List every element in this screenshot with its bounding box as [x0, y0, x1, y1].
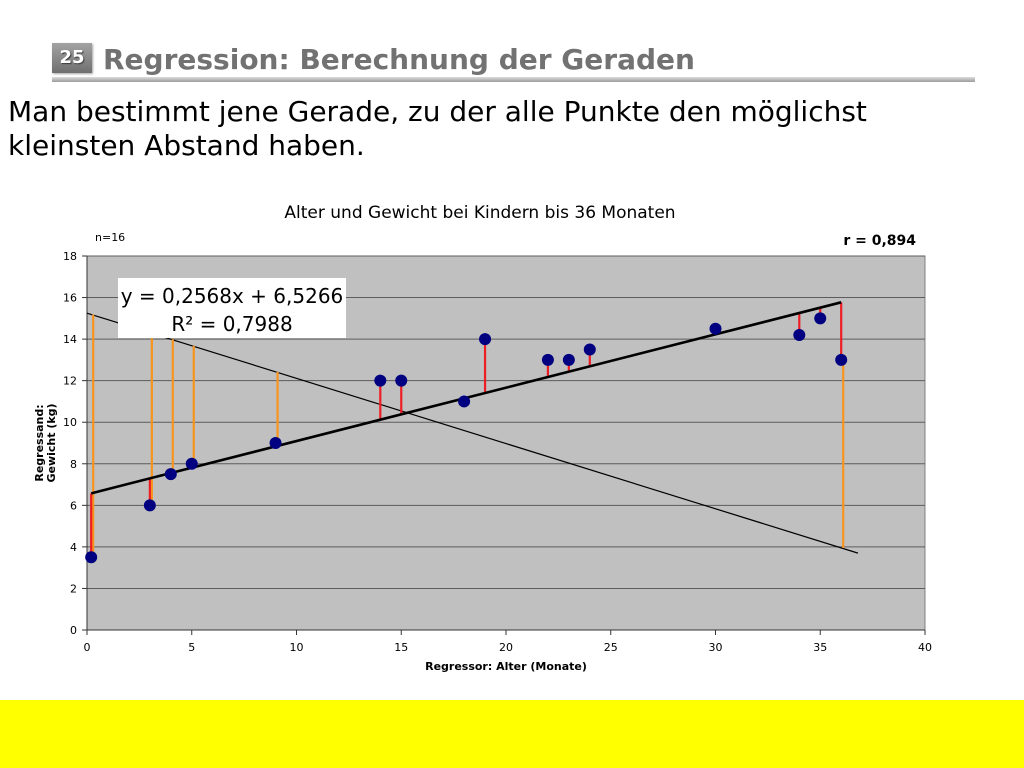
- data-point: [814, 312, 827, 325]
- data-point: [835, 353, 848, 366]
- x-tick-label: 25: [604, 641, 618, 654]
- title-divider: [52, 77, 975, 82]
- x-tick-label: 5: [188, 641, 195, 654]
- footer-band: [0, 700, 1024, 768]
- data-point: [458, 395, 471, 408]
- data-point: [793, 328, 806, 341]
- x-tick-label: 0: [84, 641, 91, 654]
- x-tick-label: 30: [709, 641, 723, 654]
- data-point: [85, 551, 98, 564]
- y-tick-label: 14: [63, 333, 77, 346]
- data-point: [395, 374, 408, 387]
- data-point: [164, 468, 177, 481]
- data-point: [374, 374, 387, 387]
- y-tick-label: 16: [63, 292, 77, 305]
- y-tick-label: 4: [70, 541, 77, 554]
- y-tick-label: 18: [63, 250, 77, 263]
- equation-box: [118, 278, 346, 338]
- data-point: [269, 437, 282, 449]
- y-tick-label: 2: [70, 582, 77, 595]
- axes: [82, 255, 926, 635]
- data-point: [541, 353, 554, 366]
- slide-number-badge: 25: [52, 43, 92, 73]
- correlation-label: r = 0,894: [843, 233, 916, 249]
- reference-lines: [86, 312, 859, 554]
- x-tick-label: 15: [394, 641, 408, 654]
- x-tick-label: 40: [918, 641, 932, 654]
- y-tick-label: 6: [70, 499, 77, 512]
- data-point: [583, 343, 596, 356]
- residual-lines: [90, 302, 845, 558]
- y-tick-label: 8: [70, 458, 77, 471]
- x-axis-title: Regressor: Alter (Monate): [425, 660, 587, 673]
- slide-title: Regression: Berechnung der Geraden: [103, 43, 695, 76]
- chart-title: Alter und Gewicht bei Kindern bis 36 Mon…: [284, 203, 675, 223]
- sample-size-label: n=16: [95, 231, 125, 244]
- trendline-equation: y = 0,2568x + 6,5266: [121, 284, 344, 308]
- x-tick-label: 35: [813, 641, 827, 654]
- data-point: [185, 457, 198, 470]
- data-point: [709, 322, 722, 335]
- y-tick-label: 10: [63, 416, 77, 429]
- data-point: [562, 353, 575, 366]
- y-axis-title-line-2: Gewicht (kg): [45, 403, 58, 482]
- data-points: [85, 312, 848, 564]
- data-point: [143, 499, 156, 512]
- scatter-chart: Alter und Gewicht bei Kindern bis 36 Mon…: [33, 203, 932, 673]
- data-point: [479, 333, 492, 346]
- tick-labels: 0 2 4 6 8 10 12 14 16 18 0 5 10 15 20 25 30 35 40: [63, 250, 932, 654]
- comparison-line: [86, 312, 859, 554]
- y-tick-label: 0: [70, 624, 77, 637]
- x-tick-label: 20: [499, 641, 513, 654]
- y-axis-title-line-1: Regressand:: [33, 404, 46, 481]
- r-squared-label: R² = 0,7988: [171, 312, 292, 336]
- body-text: Man bestimmt jene Gerade, zu der alle Pu…: [8, 95, 867, 162]
- x-tick-label: 10: [290, 641, 304, 654]
- y-tick-label: 12: [63, 375, 77, 388]
